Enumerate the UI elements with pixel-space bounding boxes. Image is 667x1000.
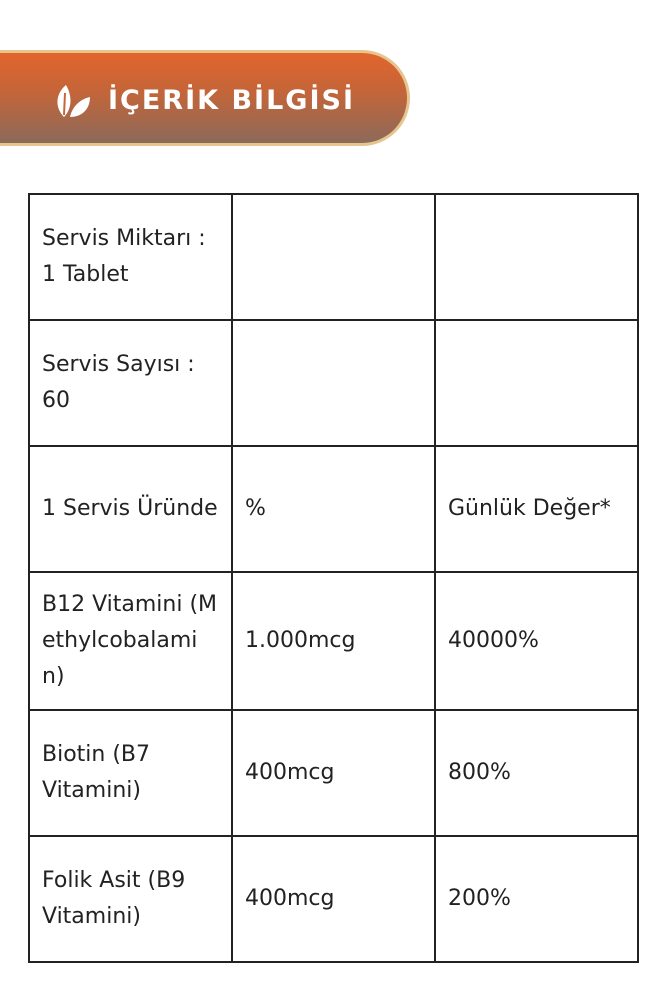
table-row: Servis Sayısı : 60 bbox=[28, 319, 639, 447]
section-title: İÇERİK BİLGİSİ bbox=[108, 85, 355, 116]
table-cell bbox=[434, 193, 639, 321]
table-cell: Servis Sayısı : 60 bbox=[28, 319, 233, 447]
table-row: Folik Asit (B9 Vitamini) 400mcg 200% bbox=[28, 835, 639, 963]
leaf-icon bbox=[57, 85, 90, 117]
table-header-row: 1 Servis Üründe % Günlük Değer* bbox=[28, 445, 639, 573]
table-cell: 1.000mcg bbox=[231, 571, 436, 711]
table-cell: 40000% bbox=[434, 571, 639, 711]
table-cell: 400mcg bbox=[231, 835, 436, 963]
section-header-banner: İÇERİK BİLGİSİ bbox=[0, 50, 410, 146]
table-cell: Folik Asit (B9 Vitamini) bbox=[28, 835, 233, 963]
nutrition-table: Servis Miktarı : 1 Tablet Servis Sayısı … bbox=[28, 193, 639, 963]
table-cell: 1 Servis Üründe bbox=[28, 445, 233, 573]
table-cell bbox=[231, 319, 436, 447]
table-cell: 800% bbox=[434, 709, 639, 837]
table-cell bbox=[434, 319, 639, 447]
table-cell: % bbox=[231, 445, 436, 573]
table-cell: Biotin (B7 Vitamini) bbox=[28, 709, 233, 837]
table-row: Biotin (B7 Vitamini) 400mcg 800% bbox=[28, 709, 639, 837]
table-row: Servis Miktarı : 1 Tablet bbox=[28, 193, 639, 321]
table-cell: 200% bbox=[434, 835, 639, 963]
table-cell: 400mcg bbox=[231, 709, 436, 837]
table-cell: B12 Vitamini (Methylcobalamin) bbox=[28, 571, 233, 711]
table-cell: Günlük Değer* bbox=[434, 445, 639, 573]
table-cell: Servis Miktarı : 1 Tablet bbox=[28, 193, 233, 321]
table-row: B12 Vitamini (Methylcobalamin) 1.000mcg … bbox=[28, 571, 639, 711]
table-cell bbox=[231, 193, 436, 321]
